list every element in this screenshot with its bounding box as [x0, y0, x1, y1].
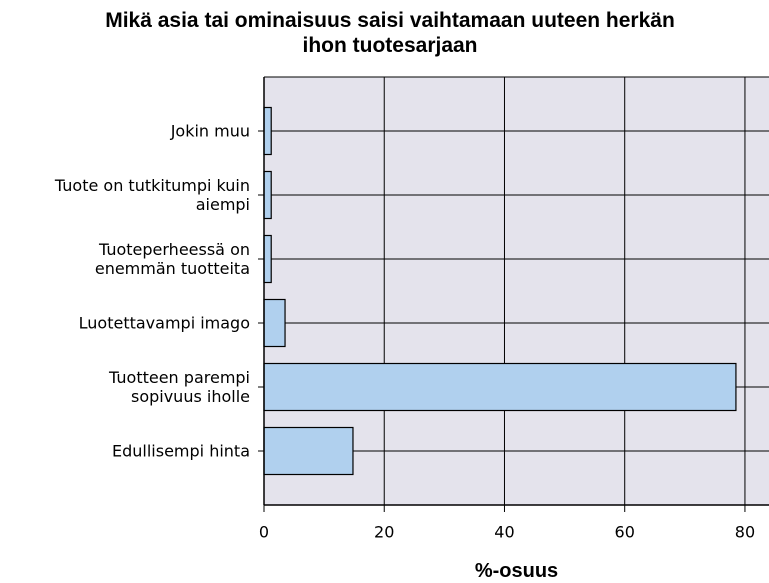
- x-tick-label: 0: [259, 523, 269, 542]
- y-tick-label: Tuoteperheessä on enemmän tuotteita: [94, 240, 250, 278]
- x-tick-label: 80: [735, 523, 755, 542]
- chart-title: Mikä asia tai ominaisuus saisi vaihtamaa…: [105, 9, 675, 57]
- y-tick-label: Tuote on tutkitumpi kuin aiempi: [54, 176, 250, 214]
- x-axis-label: %-osuus: [474, 560, 559, 582]
- x-tick-label: 40: [494, 523, 514, 542]
- bar: [263, 362, 737, 412]
- y-tick-label: Edullisempi hinta: [112, 441, 250, 461]
- x-tick-label: 20: [374, 523, 394, 542]
- bar: [263, 234, 272, 284]
- y-tick-label: Luotettavampi imago: [78, 313, 250, 333]
- bar: [263, 106, 272, 156]
- y-tick-label: Tuotteen parempi sopivuus iholle: [109, 368, 250, 406]
- y-tick-label: Jokin muu: [170, 121, 250, 141]
- bar: [263, 170, 272, 220]
- x-tick-label: 60: [615, 523, 635, 542]
- bar: [263, 426, 354, 476]
- bar: [263, 298, 286, 348]
